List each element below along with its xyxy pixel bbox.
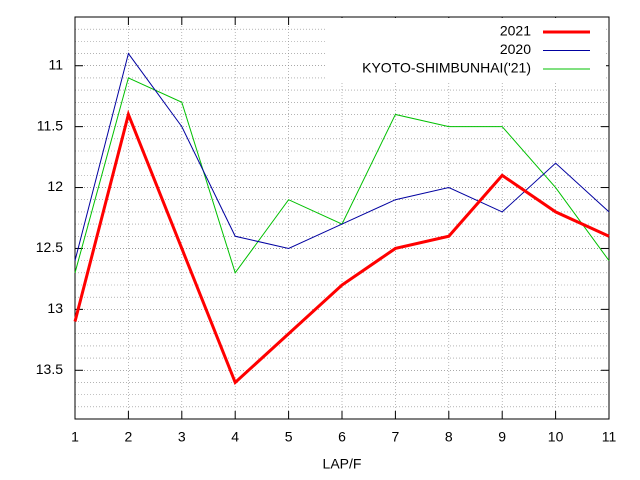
series-line: [73, 109, 610, 386]
x-tick-label: 9: [498, 429, 506, 445]
legend-label: 2020: [500, 41, 531, 57]
y-tick-label: 11.5: [37, 117, 63, 133]
x-tick-label: 8: [445, 429, 453, 445]
y-tick-label: 12.5: [36, 239, 63, 255]
legend-label: 2021: [500, 23, 531, 39]
plot-border: [74, 16, 610, 420]
x-tick-label: 3: [178, 429, 186, 445]
x-tick-label: 2: [125, 429, 133, 445]
x-tick-label: 5: [285, 429, 293, 445]
x-tick-label: 10: [548, 429, 564, 445]
x-tick-label: 6: [338, 429, 346, 445]
legend-box: [325, 18, 606, 82]
x-tick-label: 7: [392, 429, 400, 445]
x-axis-label: LAP/F: [323, 456, 362, 472]
series-line: [74, 52, 610, 261]
x-tick-label: 1: [71, 429, 79, 445]
legend-label: KYOTO-SHIMBUNHAI('21): [362, 60, 531, 76]
y-tick-label: 11: [48, 56, 63, 72]
x-tick-label: 4: [231, 429, 239, 445]
y-tick-label: 13.5: [36, 361, 63, 377]
y-tick-label: 12: [47, 178, 63, 194]
x-tick-label: 11: [602, 429, 617, 445]
y-tick-label: 13: [47, 300, 63, 316]
